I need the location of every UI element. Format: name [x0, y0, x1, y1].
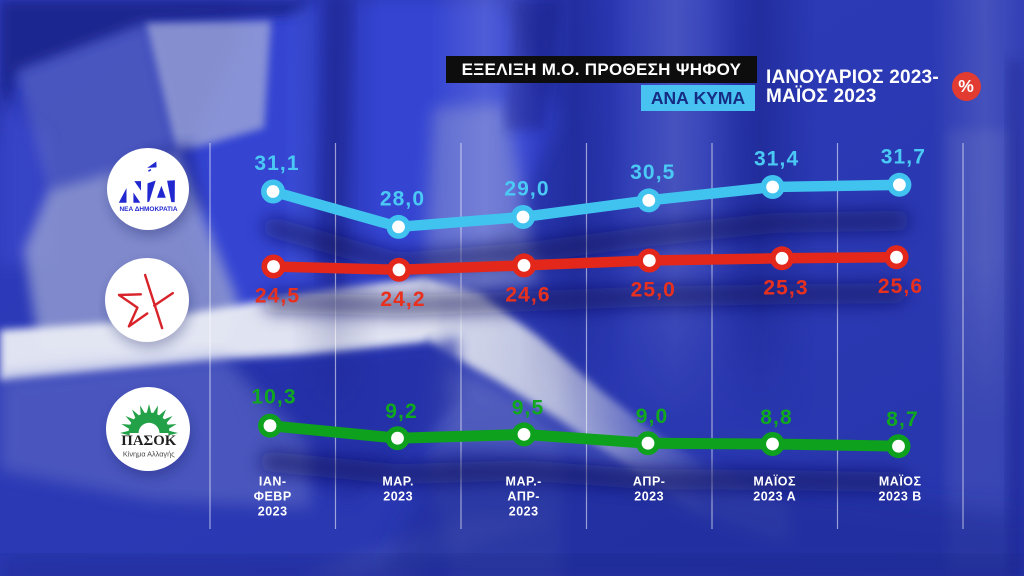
svg-text:ΜΑΡ.: ΜΑΡ. — [382, 475, 414, 489]
svg-text:25,0: 25,0 — [631, 279, 676, 302]
svg-text:2023 Β: 2023 Β — [879, 490, 922, 504]
svg-text:29,0: 29,0 — [504, 178, 549, 201]
svg-text:ΦΕΒΡ: ΦΕΒΡ — [254, 490, 292, 504]
svg-text:2023: 2023 — [258, 505, 288, 519]
svg-text:25,6: 25,6 — [878, 275, 923, 298]
svg-text:9,5: 9,5 — [512, 396, 545, 419]
svg-text:8,8: 8,8 — [760, 406, 793, 429]
svg-text:24,5: 24,5 — [255, 285, 300, 308]
svg-text:2023 Α: 2023 Α — [753, 490, 796, 504]
svg-text:ΜΑΡ.-: ΜΑΡ.- — [506, 475, 542, 489]
svg-text:10,3: 10,3 — [251, 386, 296, 409]
svg-text:9,2: 9,2 — [385, 400, 418, 423]
svg-text:24,6: 24,6 — [505, 283, 550, 306]
svg-text:31,7: 31,7 — [881, 145, 926, 168]
svg-text:ΑΠΡ-: ΑΠΡ- — [507, 490, 540, 504]
svg-text:ΝΕΑ ΔΗΜΟΚΡΑΤΙΑ: ΝΕΑ ΔΗΜΟΚΡΑΤΙΑ — [120, 206, 178, 213]
svg-text:31,1: 31,1 — [254, 152, 299, 175]
svg-text:ΑΠΡ-: ΑΠΡ- — [633, 475, 666, 489]
svg-text:ΙΑΝ-: ΙΑΝ- — [259, 475, 287, 489]
svg-text:30,5: 30,5 — [630, 161, 675, 184]
svg-text:9,0: 9,0 — [636, 405, 669, 428]
svg-text:31,4: 31,4 — [754, 148, 799, 171]
svg-text:2023: 2023 — [634, 490, 664, 504]
svg-text:2023: 2023 — [509, 505, 539, 519]
svg-text:ΠΑΣΟΚ: ΠΑΣΟΚ — [121, 433, 177, 449]
svg-text:8,7: 8,7 — [886, 408, 919, 431]
svg-text:ΜΑΪΟΣ: ΜΑΪΟΣ — [753, 474, 796, 489]
svg-text:ΜΑΪΟΣ: ΜΑΪΟΣ — [879, 474, 922, 489]
svg-text:24,2: 24,2 — [380, 288, 425, 311]
svg-text:Κίνημα Αλλαγής: Κίνημα Αλλαγής — [123, 449, 175, 458]
svg-text:28,0: 28,0 — [380, 187, 425, 210]
svg-text:25,3: 25,3 — [763, 276, 808, 299]
svg-text:2023: 2023 — [383, 490, 413, 504]
